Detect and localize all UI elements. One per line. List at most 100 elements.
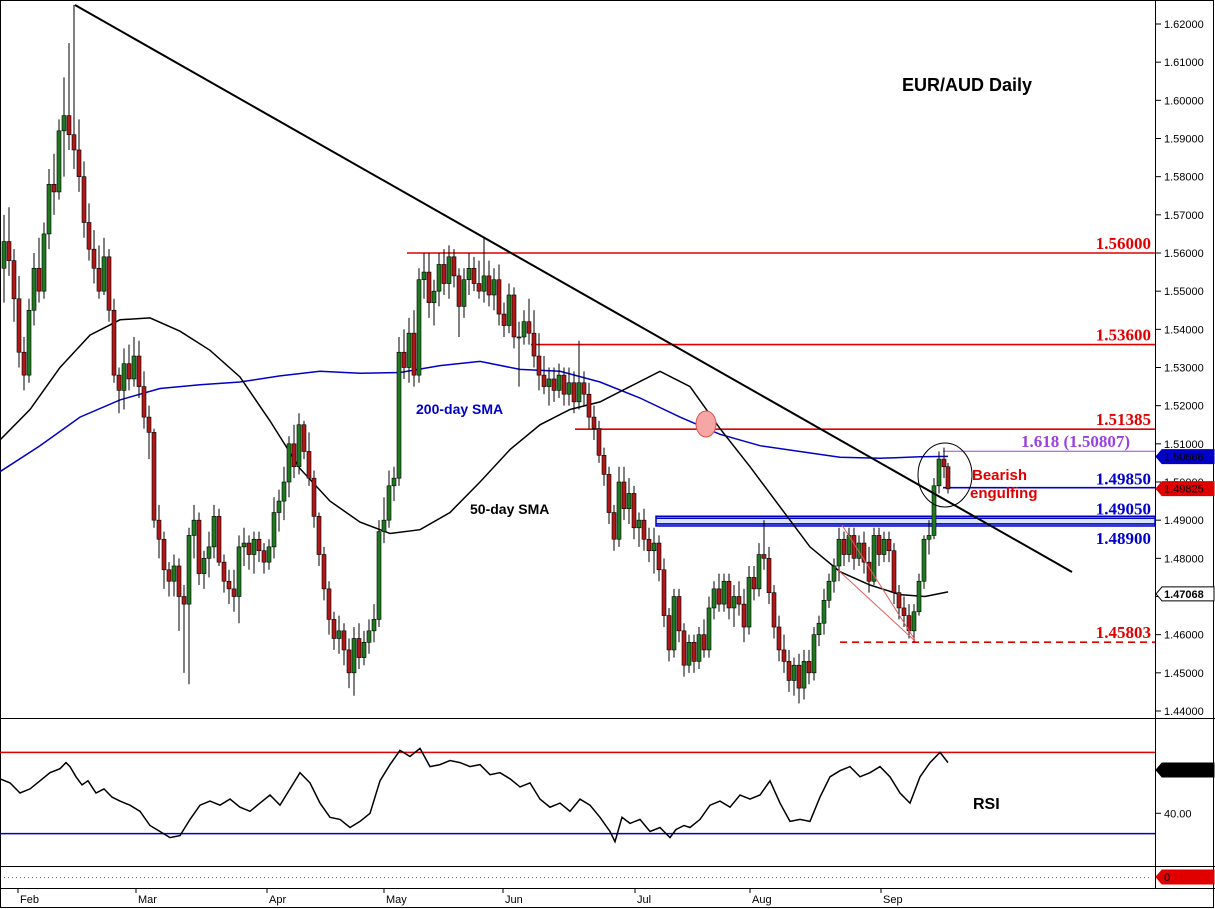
candle-body bbox=[381, 519, 387, 532]
candle-body bbox=[351, 638, 357, 674]
candle-body bbox=[891, 550, 897, 593]
candle-body bbox=[216, 516, 222, 563]
candle-body bbox=[16, 298, 22, 353]
candle-body bbox=[356, 638, 362, 658]
candle-body bbox=[101, 256, 107, 292]
rsi-line bbox=[0, 747, 949, 844]
candle-body bbox=[361, 641, 367, 658]
candle-body bbox=[826, 580, 832, 601]
y-tick-label: 1.44000 bbox=[1164, 706, 1204, 718]
candle-body bbox=[676, 596, 682, 632]
fib-level-label: 1.618 (1.50807) bbox=[1021, 432, 1130, 451]
wedge-line-upper bbox=[841, 524, 916, 641]
candle-body bbox=[916, 580, 922, 613]
y-tick-label: 1.53000 bbox=[1164, 363, 1204, 375]
candle-body bbox=[536, 355, 542, 376]
candle-body bbox=[936, 458, 942, 487]
candle-body bbox=[136, 355, 142, 387]
candle-body bbox=[911, 611, 917, 632]
sma-layer bbox=[0, 317, 949, 598]
candle-body bbox=[326, 588, 332, 620]
candle-body bbox=[516, 336, 522, 339]
candle-body bbox=[81, 176, 87, 223]
wedge-line-lower bbox=[837, 569, 916, 642]
level-label-1.56000: 1.56000 bbox=[1096, 234, 1151, 253]
candle-body bbox=[41, 233, 47, 292]
price-tag-1.47068 bbox=[1155, 586, 1215, 602]
candle-body bbox=[26, 309, 32, 376]
y-tick-label: 1.46000 bbox=[1164, 630, 1204, 642]
candle-body bbox=[476, 283, 482, 292]
price-tag-1.50666 bbox=[1155, 449, 1215, 465]
candle-body bbox=[46, 184, 52, 235]
candle-body bbox=[306, 451, 312, 479]
candle-body bbox=[761, 554, 767, 559]
trendline bbox=[74, 4, 1073, 573]
y-tick-label: 1.51000 bbox=[1164, 439, 1204, 451]
pattern-label-line2: engulfing bbox=[970, 485, 1038, 502]
x-tick-label: Aug bbox=[752, 894, 772, 906]
candle-body bbox=[626, 493, 632, 510]
y-tick-label: 1.54000 bbox=[1164, 324, 1204, 336]
pattern-label-line1: Bearish bbox=[972, 467, 1027, 484]
candle-body bbox=[941, 458, 947, 468]
candle-body bbox=[746, 577, 752, 628]
candle-body bbox=[786, 661, 792, 681]
candle-body bbox=[56, 130, 62, 193]
candle-body bbox=[1, 241, 7, 269]
candle-body bbox=[526, 321, 532, 334]
candle-body bbox=[741, 603, 747, 628]
candle-body bbox=[576, 382, 582, 403]
pattern-circle bbox=[917, 442, 973, 508]
candle-body bbox=[726, 580, 732, 609]
candle-body bbox=[616, 481, 622, 540]
candle-body bbox=[456, 275, 462, 307]
sma50-line bbox=[0, 317, 949, 598]
candle-body bbox=[811, 634, 817, 674]
candle-body bbox=[116, 374, 122, 391]
candle-body bbox=[106, 256, 112, 311]
candle-body bbox=[506, 294, 512, 326]
x-tick-label: Sep bbox=[883, 894, 903, 906]
candle-body bbox=[336, 630, 342, 639]
candle-body bbox=[636, 519, 642, 529]
candle-body bbox=[376, 531, 382, 620]
candle-body bbox=[71, 134, 77, 151]
candle-body bbox=[241, 542, 247, 548]
y-tick-label: 1.45000 bbox=[1164, 668, 1204, 680]
candle-body bbox=[491, 279, 497, 296]
candle-body bbox=[411, 332, 417, 376]
candle-body bbox=[581, 382, 587, 395]
candle-body bbox=[236, 546, 242, 597]
candle-body bbox=[441, 264, 447, 284]
candle-body bbox=[341, 630, 347, 651]
candle-body bbox=[6, 241, 12, 261]
price-tag-1.49825 bbox=[1155, 481, 1215, 497]
support-zone bbox=[655, 515, 1156, 527]
x-tick-label: May bbox=[386, 894, 407, 906]
candle-body bbox=[181, 596, 187, 605]
candle-body bbox=[856, 542, 862, 559]
candle-body bbox=[261, 550, 267, 563]
candle-body bbox=[321, 554, 327, 590]
candle-body bbox=[266, 546, 272, 563]
candle-body bbox=[311, 477, 317, 517]
y-tick-label: 1.52000 bbox=[1164, 401, 1204, 413]
candle-body bbox=[871, 535, 877, 582]
candle-body bbox=[251, 538, 257, 555]
candle-body bbox=[271, 512, 277, 548]
candle-body bbox=[221, 561, 227, 582]
candle-body bbox=[196, 519, 202, 574]
candle-body bbox=[481, 275, 487, 292]
candle-body bbox=[246, 542, 252, 555]
level-label-1.53600: 1.53600 bbox=[1096, 326, 1151, 345]
candle-body bbox=[446, 256, 452, 284]
candle-body bbox=[431, 290, 437, 303]
candle-body bbox=[556, 374, 562, 391]
sma200-label: 200-day SMA bbox=[416, 401, 503, 417]
candle-body bbox=[11, 260, 17, 300]
candle-body bbox=[386, 485, 392, 521]
candle-body bbox=[776, 626, 782, 651]
